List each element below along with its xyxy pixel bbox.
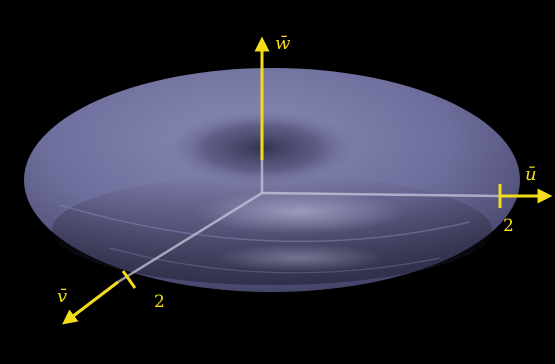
- toroid-rim-highlight: [195, 190, 405, 234]
- toroid-lower-seam-line: [109, 247, 441, 274]
- inner-axes: [117, 160, 501, 284]
- u-axis-inner: [261, 191, 501, 198]
- toroid-surface: [24, 68, 520, 292]
- v-axis-arrow: [62, 280, 119, 325]
- u-axis-label: ū: [525, 164, 537, 185]
- v-axis-inner: [117, 191, 263, 284]
- v-axis-label: v̄: [57, 286, 67, 307]
- outer-axes: [62, 36, 553, 325]
- toroid-lower-highlight: [215, 244, 385, 272]
- v-axis-tick-label: 2: [154, 292, 165, 312]
- toroid-seam-line: [59, 204, 471, 243]
- v-axis-tick: [121, 270, 137, 289]
- u-axis-tick-label: 2: [503, 216, 514, 236]
- w-axis-label: w̄: [275, 33, 291, 54]
